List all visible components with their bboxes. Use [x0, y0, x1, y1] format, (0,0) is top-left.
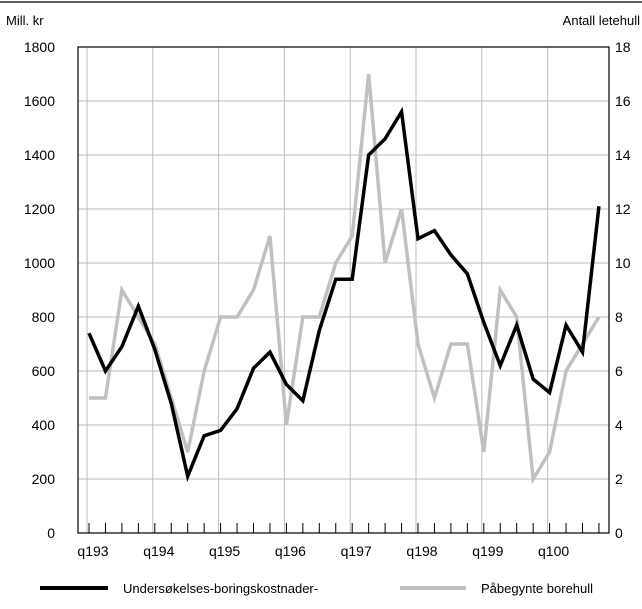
left-tick-label: 1400 [24, 147, 55, 163]
x-axis: q193 q194 q195 q196 q197 q198 q199 q100 [77, 523, 600, 559]
right-tick-label: 0 [615, 525, 623, 541]
x-tick-label: q198 [406, 543, 437, 559]
plot-border [77, 46, 610, 534]
plot-frame [0, 1, 642, 534]
right-tick-label: 6 [615, 363, 623, 379]
x-tick-label: q195 [209, 543, 240, 559]
legend: Undersøkelses-boringskostnader- Påbegynte… [40, 581, 593, 596]
series-lines [87, 73, 601, 485]
left-y-axis: 0 200 400 600 800 1000 1200 1400 1600 1800 [24, 39, 55, 541]
right-tick-label: 2 [615, 471, 623, 487]
gridlines [78, 46, 609, 533]
x-tick-label: q100 [538, 543, 569, 559]
right-tick-label: 10 [615, 255, 631, 271]
right-y-axis: 0 2 4 6 8 10 12 14 16 18 [615, 39, 631, 541]
x-tick-label: q196 [275, 543, 306, 559]
left-tick-label: 600 [32, 363, 56, 379]
left-tick-label: 400 [32, 417, 56, 433]
left-axis-title: Mill. kr [6, 13, 44, 28]
series-line-pabegynte-borehull [89, 73, 601, 485]
x-tick-label: q194 [143, 543, 174, 559]
legend-label: Undersøkelses-boringskostnader- [123, 581, 318, 596]
left-tick-label: 800 [32, 309, 56, 325]
right-tick-label: 16 [615, 93, 631, 109]
left-tick-label: 1600 [24, 93, 55, 109]
left-tick-label: 1200 [24, 201, 55, 217]
series-line-boringskostnader [87, 106, 601, 483]
right-tick-label: 4 [615, 417, 623, 433]
x-tick-label: q193 [77, 543, 108, 559]
x-tick-label: q197 [341, 543, 372, 559]
right-axis-title: Antall letehull [563, 13, 640, 28]
right-tick-label: 14 [615, 147, 631, 163]
left-tick-label: 1000 [24, 255, 55, 271]
right-tick-label: 18 [615, 39, 631, 55]
right-tick-label: 12 [615, 201, 631, 217]
left-tick-label: 0 [47, 525, 55, 541]
legend-label: Påbegynte borehull [481, 581, 593, 596]
left-tick-label: 1800 [24, 39, 55, 55]
left-tick-label: 200 [32, 471, 56, 487]
x-tick-label: q199 [472, 543, 503, 559]
right-tick-label: 8 [615, 309, 623, 325]
